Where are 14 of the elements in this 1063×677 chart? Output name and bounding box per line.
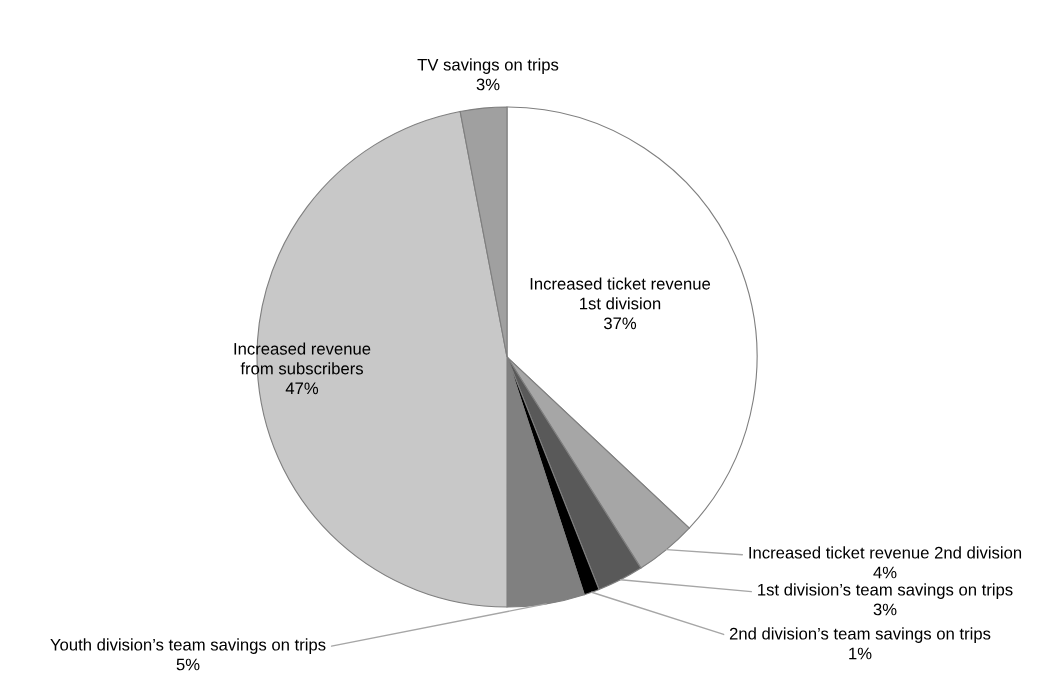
slice-label: 1st division’s team savings on trips (758, 583, 1013, 599)
slice-label: Youth division’s team savings on trips (50, 638, 326, 654)
data-label: 3% (476, 78, 500, 91)
data-label: 47% (285, 382, 319, 395)
slice-label: Increased ticket revenue 1st division (530, 277, 711, 310)
data-label: 37% (603, 317, 637, 330)
slice-label: TV savings on trips (417, 58, 559, 74)
data-label: 4% (873, 566, 897, 579)
slice-label: Increased revenue from subscribers (234, 342, 371, 375)
slice-label: 2nd division’s team savings on trips (729, 627, 991, 643)
data-label: 1% (849, 647, 872, 660)
slice-label: Increased ticket revenue 2nd division (749, 546, 1022, 559)
data-label: 5% (176, 658, 200, 671)
data-label: 3% (873, 603, 897, 616)
